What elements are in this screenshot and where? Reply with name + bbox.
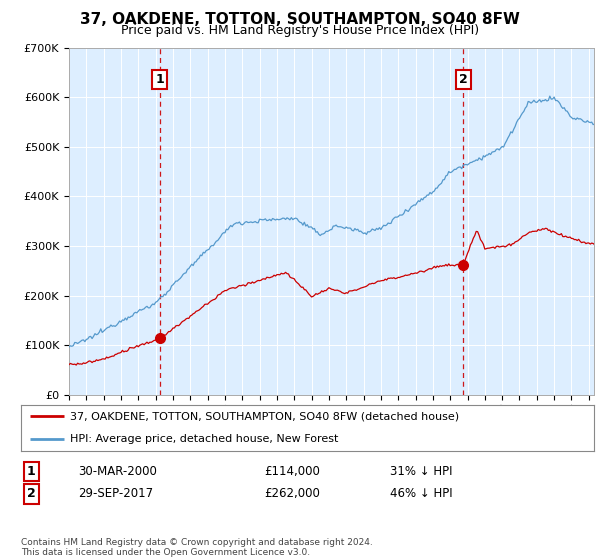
Text: 29-SEP-2017: 29-SEP-2017 xyxy=(78,487,153,501)
Text: 37, OAKDENE, TOTTON, SOUTHAMPTON, SO40 8FW (detached house): 37, OAKDENE, TOTTON, SOUTHAMPTON, SO40 8… xyxy=(70,412,459,421)
Text: 2: 2 xyxy=(459,73,467,86)
Text: £262,000: £262,000 xyxy=(264,487,320,501)
Text: Price paid vs. HM Land Registry's House Price Index (HPI): Price paid vs. HM Land Registry's House … xyxy=(121,24,479,37)
Text: HPI: Average price, detached house, New Forest: HPI: Average price, detached house, New … xyxy=(70,435,338,444)
Text: 30-MAR-2000: 30-MAR-2000 xyxy=(78,465,157,478)
Text: 31% ↓ HPI: 31% ↓ HPI xyxy=(390,465,452,478)
Text: 1: 1 xyxy=(155,73,164,86)
Text: 1: 1 xyxy=(27,465,35,478)
Text: 46% ↓ HPI: 46% ↓ HPI xyxy=(390,487,452,501)
Text: £114,000: £114,000 xyxy=(264,465,320,478)
Text: Contains HM Land Registry data © Crown copyright and database right 2024.
This d: Contains HM Land Registry data © Crown c… xyxy=(21,538,373,557)
Text: 2: 2 xyxy=(27,487,35,501)
Text: 37, OAKDENE, TOTTON, SOUTHAMPTON, SO40 8FW: 37, OAKDENE, TOTTON, SOUTHAMPTON, SO40 8… xyxy=(80,12,520,27)
